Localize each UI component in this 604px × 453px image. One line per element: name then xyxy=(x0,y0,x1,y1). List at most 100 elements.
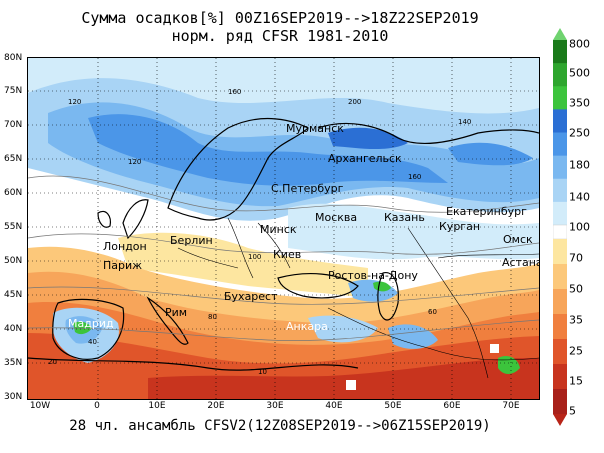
coastlines xyxy=(28,118,539,371)
city-label-london: Лондон xyxy=(103,240,147,253)
colorbar-bottom-arrow xyxy=(553,414,567,426)
colorbar-segment xyxy=(553,239,567,265)
colorbar-segment xyxy=(553,109,567,133)
city-label-st-petersburg: С.Петербург xyxy=(271,182,344,195)
colorbar-neutral-segment xyxy=(553,224,567,240)
lat-label: 80N xyxy=(4,53,23,63)
precip-zone xyxy=(373,281,391,292)
colorbar-label: 50 xyxy=(569,282,583,296)
lat-label: 45N xyxy=(4,290,23,300)
colorbar-segment xyxy=(553,314,567,340)
lat-label: 35N xyxy=(4,358,23,368)
country-borders xyxy=(177,217,539,379)
colorbar-top-arrow xyxy=(553,28,567,40)
city-label-kazan: Казань xyxy=(384,211,425,224)
contour-label: 120 xyxy=(128,158,142,166)
colorbar-segment xyxy=(553,63,567,87)
lon-label: 60E xyxy=(443,401,461,411)
contour-lines xyxy=(28,175,539,341)
ensemble-note: 28 чл. ансамбль CFSV2(12Z08SEP2019-->06Z… xyxy=(69,418,491,434)
colorbar-label: 5 xyxy=(569,404,576,418)
lat-label: 40N xyxy=(4,324,23,334)
colorbar-label: 35 xyxy=(569,313,583,327)
colorbar-label: 800 xyxy=(569,37,590,51)
precipitation-map: Мурманск Архангельск С.Петербург Москва … xyxy=(27,57,540,400)
lon-label: 10W xyxy=(29,401,51,411)
precip-zone xyxy=(148,358,539,399)
lat-label: 60N xyxy=(4,188,23,198)
colorbar-segment xyxy=(553,364,567,390)
contour-label: 20 xyxy=(48,358,57,366)
precip-zone xyxy=(73,321,92,335)
map-canvas xyxy=(28,58,539,399)
colorbar-segment xyxy=(553,264,567,290)
lon-label: 50E xyxy=(384,401,402,411)
city-label-ekaterinburg: Екатеринбург xyxy=(446,205,527,218)
colorbar xyxy=(553,28,567,426)
map-subtitle: норм. ряд CFSR 1981-2010 xyxy=(171,27,389,45)
lat-label: 50N xyxy=(4,256,23,266)
city-label-moscow: Москва xyxy=(315,211,358,224)
graticule xyxy=(28,58,539,399)
lat-label: 75N xyxy=(4,86,23,96)
lat-label: 65N xyxy=(4,154,23,164)
colorbar-label: 180 xyxy=(569,158,590,172)
lat-label: 55N xyxy=(4,222,23,232)
colorbar-label: 70 xyxy=(569,251,583,265)
colorbar-segment xyxy=(553,339,567,365)
colorbar-segment xyxy=(553,86,567,110)
lat-label: 30N xyxy=(4,392,23,402)
lon-label: 70E xyxy=(502,401,520,411)
colorbar-label: 140 xyxy=(569,190,590,204)
missing-data-cell xyxy=(490,344,499,353)
city-label-omsk: Омск xyxy=(503,233,533,246)
contour-label: 200 xyxy=(348,98,362,106)
city-label-bucharest: Бухарест xyxy=(224,290,278,303)
precip-zone xyxy=(388,324,438,349)
colorbar-segment xyxy=(553,40,567,64)
colorbar-label: 250 xyxy=(569,126,590,140)
lon-label: 40E xyxy=(325,401,343,411)
colorbar-label: 15 xyxy=(569,374,583,388)
contour-label: 160 xyxy=(228,88,242,96)
contour-label: 100 xyxy=(248,253,262,261)
precip-zone xyxy=(288,203,539,260)
lon-label: 20E xyxy=(207,401,225,411)
colorbar-segment xyxy=(553,155,567,180)
precip-zone xyxy=(448,142,533,166)
colorbar-segment xyxy=(553,201,567,226)
contour-label: 80 xyxy=(208,313,217,321)
colorbar-segment xyxy=(553,178,567,203)
colorbar-upper-segments xyxy=(553,40,567,226)
colorbar-label: 500 xyxy=(569,66,590,80)
city-label-berlin: Берлин xyxy=(170,234,213,247)
city-label-madrid: Мадрид xyxy=(68,317,114,330)
contour-label: 60 xyxy=(428,308,437,316)
missing-data-cell xyxy=(346,380,356,390)
colorbar-lower-segments xyxy=(553,239,567,415)
city-label-rostov: Ростов-на-Дону xyxy=(328,269,418,282)
city-label-rome: Рим xyxy=(165,306,188,319)
colorbar-label: 350 xyxy=(569,96,590,110)
city-label-minsk: Минск xyxy=(260,223,297,236)
city-label-astana: Астана xyxy=(502,256,540,269)
contour-label: 160 xyxy=(408,173,422,181)
city-label-murmansk: Мурманск xyxy=(286,122,344,135)
lon-label: 30E xyxy=(266,401,284,411)
precip-zone xyxy=(308,315,378,343)
colorbar-label: 100 xyxy=(569,220,590,234)
colorbar-segment xyxy=(553,289,567,315)
colorbar-segment xyxy=(553,132,567,157)
colorbar-segment xyxy=(553,389,567,415)
map-title: Сумма осадков[%] 00Z16SEP2019-->18Z22SEP… xyxy=(81,9,479,27)
precip-zone xyxy=(498,356,520,374)
colorbar-label: 25 xyxy=(569,344,583,358)
lon-label: 10E xyxy=(148,401,166,411)
lon-label: 0 xyxy=(94,401,100,411)
contour-label: 120 xyxy=(68,98,82,106)
city-label-kurgan: Курган xyxy=(439,220,481,233)
precip-zone xyxy=(88,114,448,186)
contour-label: 140 xyxy=(458,118,472,126)
city-label-ankara: Анкара xyxy=(286,320,328,333)
lat-label: 70N xyxy=(4,120,23,130)
